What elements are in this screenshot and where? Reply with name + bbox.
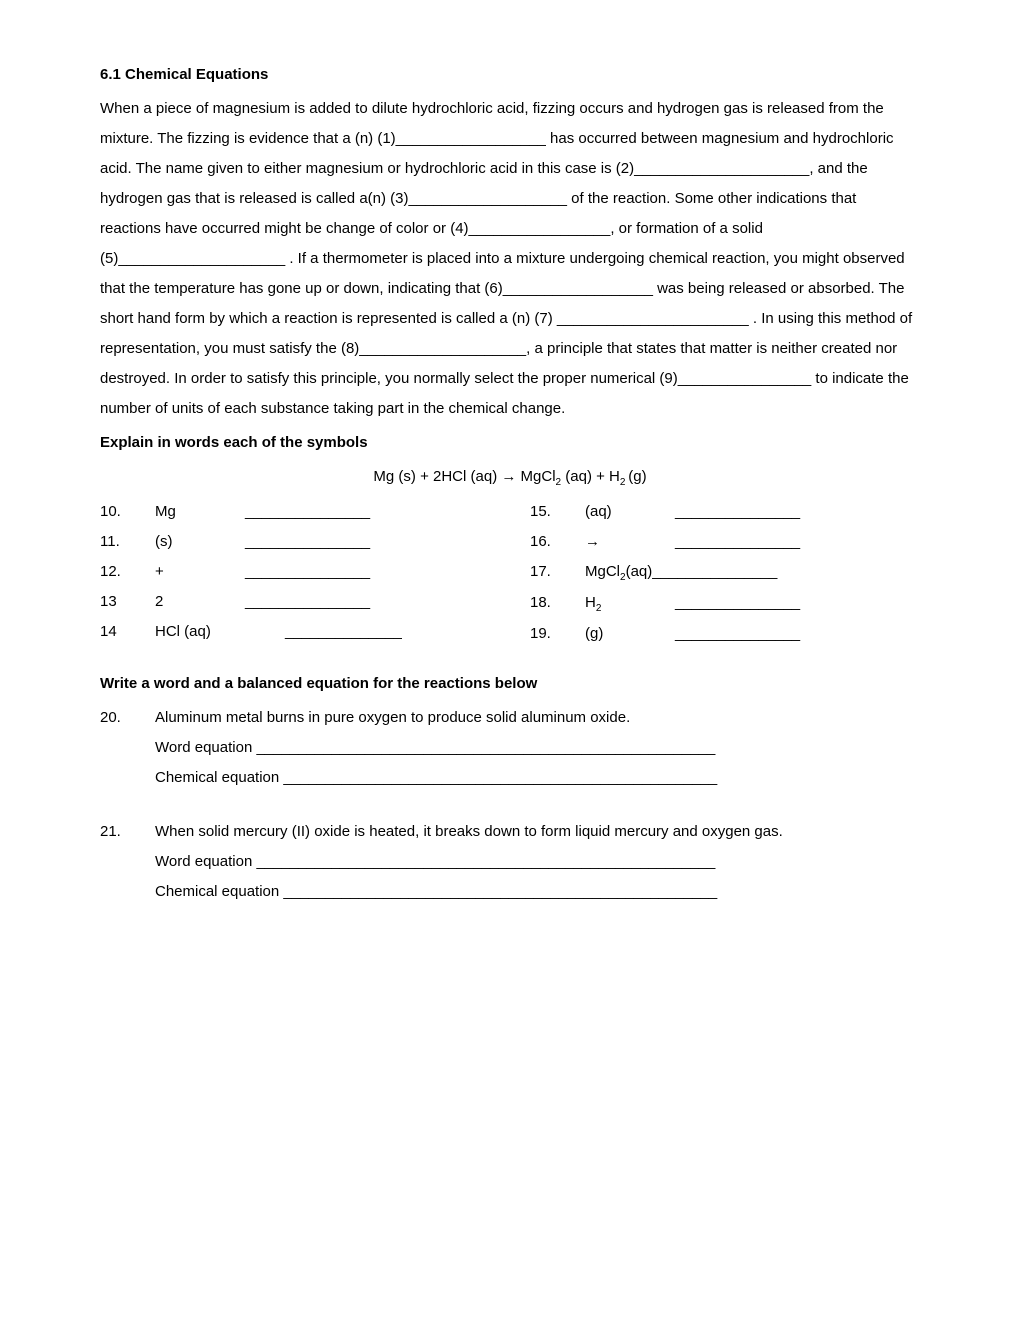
symbol-blank: _______________ (245, 587, 490, 617)
question-21: 21. When solid mercury (II) oxide is hea… (100, 817, 920, 907)
eq-part-3: (aq) + H (561, 468, 620, 485)
section-title: 6.1 Chemical Equations (100, 60, 920, 90)
symbol-blank: _______________ (675, 527, 920, 557)
question-20: 20. Aluminum metal burns in pure oxygen … (100, 703, 920, 793)
symbol-num: 15. (530, 497, 585, 527)
symbol-sym: (s) (155, 527, 245, 557)
symbol-row: 13 2 _______________ (100, 587, 490, 617)
symbol-num: 11. (100, 527, 155, 557)
symbol-sym: H2 (585, 588, 675, 619)
word-equation-line: Word equation __________________________… (155, 847, 920, 877)
symbol-num: 19. (530, 619, 585, 649)
symbol-row: 11. (s) _______________ (100, 527, 490, 557)
word-equation-line: Word equation __________________________… (155, 733, 920, 763)
eq-part-2: MgCl (516, 468, 555, 485)
fill-in-paragraph: When a piece of magnesium is added to di… (100, 94, 920, 424)
symbol-columns: 10. Mg _______________ 11. (s) _________… (100, 497, 920, 649)
symbol-row: 17. MgCl2(aq) _______________ (530, 557, 920, 588)
symbol-sym: HCl (aq) (155, 617, 285, 647)
symbol-blank: _______________ (675, 497, 920, 527)
symbol-num: 16. (530, 527, 585, 557)
symbol-blank: _______________ (245, 497, 490, 527)
symbol-sym: MgCl2(aq) (585, 557, 652, 588)
question-num: 20. (100, 703, 155, 733)
symbol-sym: (g) (585, 619, 675, 649)
chemical-equation-line: Chemical equation ______________________… (155, 763, 920, 793)
symbol-blank: _______________ (245, 527, 490, 557)
question-text: Aluminum metal burns in pure oxygen to p… (155, 703, 920, 733)
symbol-column-left: 10. Mg _______________ 11. (s) _________… (100, 497, 490, 649)
symbol-blank: _______________ (675, 619, 920, 649)
chemical-equation-line: Chemical equation ______________________… (155, 877, 920, 907)
symbol-row: 19. (g) _______________ (530, 619, 920, 649)
symbol-row: 10. Mg _______________ (100, 497, 490, 527)
question-text: When solid mercury (II) oxide is heated,… (155, 817, 920, 847)
symbol-num: 13 (100, 587, 155, 617)
eq-arrow: → (501, 468, 516, 485)
symbol-num: 14 (100, 617, 155, 647)
symbol-num: 17. (530, 557, 585, 587)
symbol-num: 10. (100, 497, 155, 527)
symbol-blank: _______________ (245, 557, 490, 587)
symbol-column-right: 15. (aq) _______________ 16. → _________… (530, 497, 920, 649)
symbol-row: 12. + _______________ (100, 557, 490, 587)
symbol-sym: (aq) (585, 497, 675, 527)
question-num: 21. (100, 817, 155, 847)
symbol-sym: 2 (155, 587, 245, 617)
symbol-blank: _______________ (652, 557, 920, 587)
explain-symbols-heading: Explain in words each of the symbols (100, 428, 920, 458)
symbol-num: 18. (530, 588, 585, 618)
symbol-num: 12. (100, 557, 155, 587)
symbol-blank: ______________ (285, 617, 490, 647)
symbol-sym: → (585, 527, 675, 557)
write-equation-heading: Write a word and a balanced equation for… (100, 669, 920, 699)
symbol-row: 18. H2 _______________ (530, 588, 920, 619)
eq-part-4: (g) (628, 468, 646, 485)
eq-sub-h2: 2 (620, 477, 628, 488)
chemical-equation: Mg (s) + 2HCl (aq) → MgCl2 (aq) + H2 (g) (100, 462, 920, 493)
symbol-row: 16. → _______________ (530, 527, 920, 557)
eq-part-1: Mg (s) + 2HCl (aq) (373, 468, 501, 485)
symbol-sym: Mg (155, 497, 245, 527)
symbol-row: 14 HCl (aq) ______________ (100, 617, 490, 647)
symbol-blank: _______________ (675, 588, 920, 618)
symbol-row: 15. (aq) _______________ (530, 497, 920, 527)
symbol-sym: + (155, 557, 245, 587)
